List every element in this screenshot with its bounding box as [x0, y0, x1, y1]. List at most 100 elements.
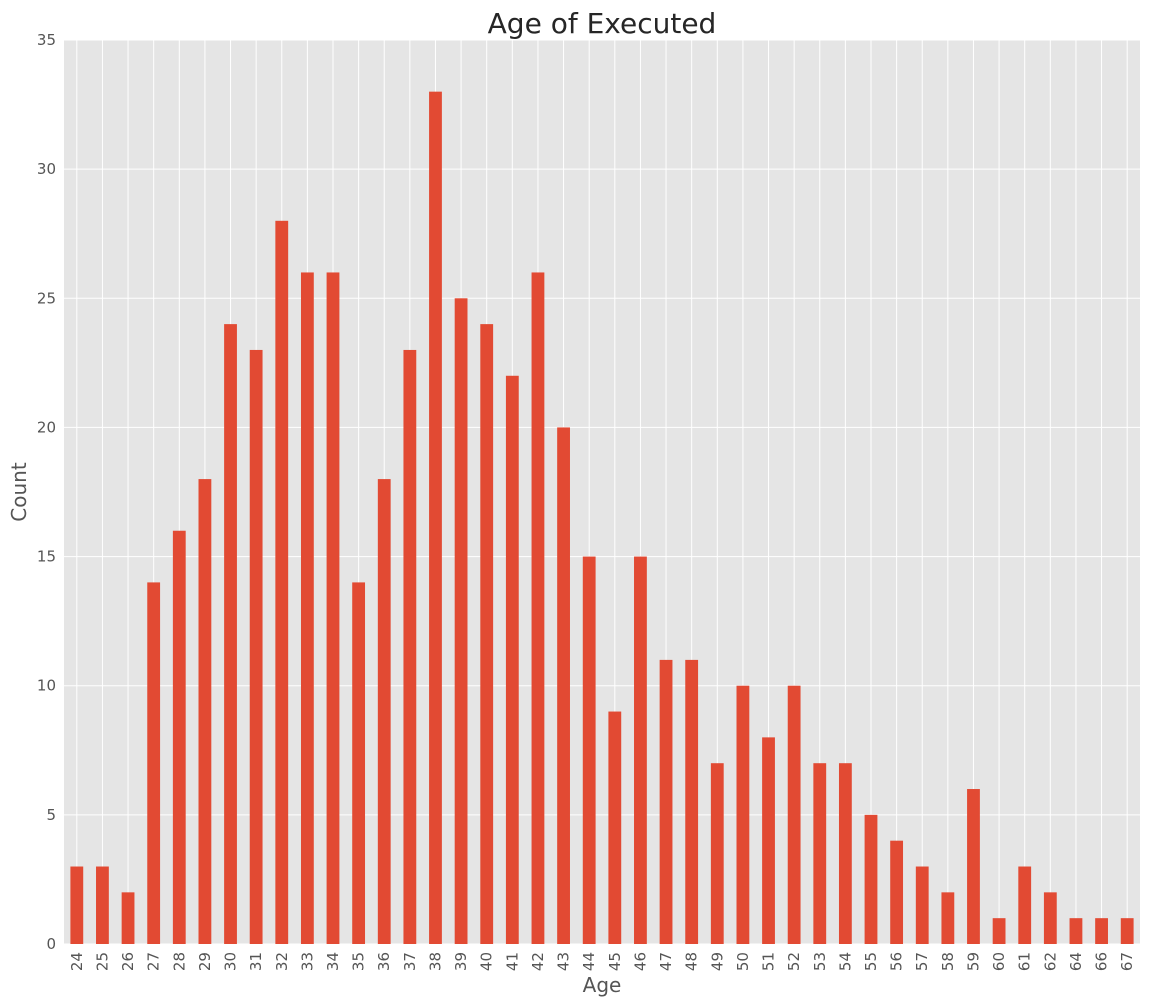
bar-age-42	[531, 272, 545, 944]
x-tick-label: 29	[196, 952, 214, 971]
x-tick-label: 38	[426, 952, 444, 971]
x-tick-label: 35	[350, 952, 368, 971]
bar-age-49	[710, 763, 724, 944]
y-tick-label: 25	[37, 289, 56, 307]
bar-age-66	[1095, 918, 1108, 944]
bar-age-25	[96, 866, 109, 944]
bar-age-62	[1043, 892, 1057, 944]
x-tick-label: 57	[913, 952, 931, 971]
bar-age-43	[557, 427, 570, 944]
y-tick-label: 0	[46, 935, 56, 953]
bar-age-35	[352, 582, 366, 944]
bar-age-26	[121, 892, 135, 944]
y-tick-label: 20	[37, 418, 56, 436]
x-tick-label: 58	[939, 952, 957, 971]
x-tick-label: 67	[1118, 952, 1136, 971]
plot-area	[64, 40, 1140, 944]
x-tick-label: 41	[503, 952, 521, 971]
x-tick-label: 39	[452, 952, 470, 971]
x-tick-label: 60	[990, 952, 1008, 971]
y-axis-label: Count	[7, 462, 31, 522]
y-tick-label: 10	[37, 677, 56, 695]
bar-age-27	[147, 582, 161, 944]
x-tick-label: 48	[683, 952, 701, 971]
x-tick-label: 26	[119, 952, 137, 971]
x-tick-label: 47	[657, 952, 675, 971]
bar-age-37	[403, 349, 417, 944]
x-tick-label: 46	[631, 952, 649, 971]
x-tick-label: 62	[1041, 952, 1059, 971]
bar-age-47	[659, 659, 673, 944]
bar-age-40	[480, 324, 494, 945]
x-tick-label: 44	[580, 952, 598, 971]
x-tick-label: 56	[888, 952, 906, 971]
bar-age-58	[941, 892, 955, 944]
bar-age-45	[608, 711, 622, 944]
bar-age-55	[864, 814, 878, 944]
bar-age-53	[813, 763, 827, 944]
bar-age-33	[300, 272, 314, 944]
bar-age-54	[838, 763, 852, 944]
x-tick-label: 36	[375, 952, 393, 971]
y-tick-label: 5	[46, 806, 56, 824]
bar-age-67	[1120, 918, 1134, 944]
bar-age-24	[70, 866, 84, 944]
bar-age-31	[249, 349, 263, 944]
x-tick-label: 40	[478, 952, 496, 971]
y-tick-labels: 0 5 10 15 20 25 30 35	[37, 31, 56, 953]
bar-age-60	[992, 918, 1006, 944]
bar-age-56	[890, 840, 904, 944]
x-tick-label: 61	[1016, 952, 1034, 971]
bar-age-39	[454, 298, 468, 944]
bar-age-44	[582, 556, 596, 944]
x-tick-label: 51	[760, 952, 778, 971]
x-tick-label: 37	[401, 952, 419, 971]
x-tick-label: 28	[170, 952, 188, 971]
x-tick-label: 54	[836, 952, 854, 971]
bar-age-32	[275, 220, 289, 945]
bar-age-51	[762, 737, 775, 944]
x-tick-label: 50	[734, 952, 752, 971]
bar-age-64	[1069, 918, 1083, 944]
y-tick-label: 30	[37, 160, 56, 178]
bar-age-48	[685, 659, 699, 944]
x-tick-label: 66	[1093, 952, 1111, 971]
x-tick-label: 27	[145, 952, 163, 971]
bar-age-52	[787, 685, 801, 944]
x-tick-label: 25	[93, 952, 111, 971]
x-tick-label: 55	[862, 952, 880, 971]
bar-age-41	[505, 375, 519, 944]
x-tick-label: 31	[247, 952, 265, 971]
x-tick-label: 43	[555, 952, 573, 971]
bar-age-46	[634, 556, 647, 944]
x-tick-label: 33	[298, 952, 316, 971]
x-tick-label: 32	[273, 952, 291, 971]
x-tick-label: 34	[324, 952, 342, 971]
x-tick-label: 53	[811, 952, 829, 971]
x-tick-label: 24	[68, 952, 86, 971]
bar-age-30	[224, 324, 237, 945]
chart-title: Age of Executed	[488, 7, 717, 40]
y-tick-label: 15	[37, 548, 56, 566]
x-axis-label: Age	[583, 973, 622, 997]
bar-age-36	[377, 479, 391, 944]
bar-age-34	[326, 272, 340, 944]
x-tick-label: 45	[606, 952, 624, 971]
x-tick-label: 49	[708, 952, 726, 971]
bar-age-57	[915, 866, 929, 944]
bar-age-29	[198, 479, 212, 944]
bar-age-50	[736, 685, 750, 944]
y-tick-label: 35	[37, 31, 56, 49]
x-tick-label: 64	[1067, 952, 1085, 971]
bar-age-61	[1018, 866, 1032, 944]
x-tick-label: 59	[964, 952, 982, 971]
x-tick-label: 30	[222, 952, 240, 971]
bars	[70, 91, 1134, 945]
bar-age-28	[172, 530, 186, 944]
x-tick-label: 42	[529, 952, 547, 971]
bar-age-59	[967, 789, 980, 944]
x-tick-labels: 24 25 26 27 28 29 30 31 32 33 34 35 36 37 38 39 40 41 42 43…	[68, 952, 1136, 971]
bar-age-38	[429, 91, 442, 944]
x-tick-label: 52	[785, 952, 803, 971]
